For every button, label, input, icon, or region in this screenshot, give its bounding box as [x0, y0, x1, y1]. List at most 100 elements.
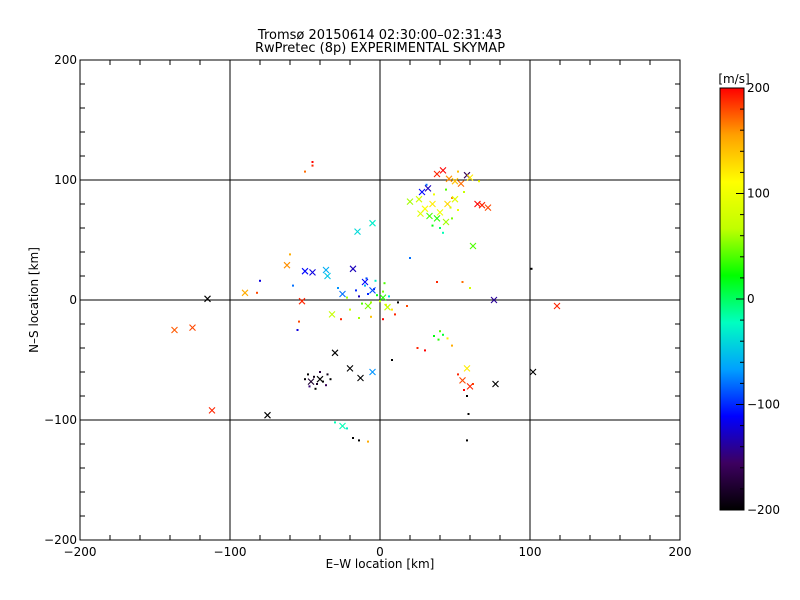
data-point-cross — [429, 200, 436, 208]
data-point-cross — [474, 200, 481, 208]
chart-title: Tromsø 20150614 02:30:00–02:31:43 — [257, 28, 503, 43]
grid-lines — [80, 60, 680, 540]
data-point-dot — [349, 308, 351, 311]
data-point-dot — [385, 303, 387, 306]
data-point-dot — [337, 287, 339, 289]
data-point-dot — [431, 224, 434, 227]
data-point-cross — [415, 195, 423, 203]
y-axis-label: N–S location [km] — [27, 247, 41, 353]
data-point-dot — [361, 302, 363, 305]
data-point-cross — [354, 228, 361, 235]
colorbar-tick-label: −100 — [747, 398, 780, 412]
data-point-dot — [296, 329, 299, 331]
data-point-cross — [444, 200, 451, 208]
data-point-cross — [529, 368, 537, 376]
data-point-dot — [370, 301, 372, 304]
data-point-dot — [437, 338, 440, 341]
data-point-dot — [382, 290, 384, 293]
x-tick-label: 100 — [519, 545, 542, 559]
data-point-dot — [292, 284, 294, 287]
y-tick-label: 100 — [54, 173, 77, 187]
data-point-cross — [459, 377, 466, 384]
data-point-dot — [457, 209, 459, 211]
data-point-cross — [339, 422, 346, 430]
data-point-dot — [439, 227, 441, 229]
data-point-dot — [304, 170, 306, 173]
data-point-cross — [445, 175, 453, 183]
data-point-cross — [492, 380, 499, 388]
data-point-dot — [457, 170, 459, 173]
data-point-dot — [436, 281, 438, 283]
data-point-dot — [406, 305, 408, 307]
data-point-cross — [369, 287, 376, 294]
data-point-cross — [463, 365, 471, 372]
data-point-cross — [466, 383, 474, 390]
data-point-dot — [391, 308, 393, 311]
data-point-dot — [463, 191, 465, 193]
data-point-dot — [445, 188, 447, 191]
data-point-dot — [379, 300, 381, 303]
data-point-cross — [339, 290, 346, 298]
data-point-cross — [301, 267, 309, 275]
y-tick-label: −200 — [44, 533, 77, 547]
data-point-cross — [208, 407, 216, 414]
data-point-dot — [311, 161, 314, 163]
colorbar-tick-label: −200 — [747, 503, 780, 517]
data-point-dot — [370, 315, 372, 318]
data-point-dot — [298, 320, 300, 323]
data-point-dot — [467, 413, 470, 415]
data-point-cross — [490, 296, 498, 304]
data-point-dot — [358, 295, 360, 298]
x-axis-label: E–W location [km] — [326, 557, 435, 571]
data-point-cross — [384, 303, 391, 311]
data-point-cross — [171, 326, 178, 334]
data-point-dot — [289, 253, 291, 256]
data-point-cross — [316, 375, 324, 383]
data-point-dot — [478, 180, 480, 183]
data-point-cross — [379, 294, 387, 301]
data-point-dot — [346, 296, 348, 299]
data-point-dot — [424, 349, 426, 352]
data-point-dot — [365, 277, 368, 280]
data-point-dot — [442, 333, 444, 336]
data-point-dot — [439, 330, 441, 333]
data-point-dot — [364, 284, 366, 287]
data-point-dot — [469, 287, 471, 289]
data-point-cross — [439, 167, 447, 174]
data-point-dot — [367, 440, 369, 443]
data-point-dot — [304, 378, 306, 381]
y-tick-label: 200 — [54, 53, 77, 67]
data-point-dot — [433, 193, 435, 196]
data-point-dot — [259, 279, 261, 282]
data-point-cross — [364, 302, 372, 310]
data-point-cross — [324, 272, 331, 280]
data-point-dot — [334, 421, 336, 424]
data-point-cross — [466, 174, 474, 181]
data-point-dot — [311, 164, 314, 167]
data-point-dot — [307, 373, 309, 376]
data-point-cross — [357, 374, 364, 382]
data-point-dot — [442, 231, 444, 234]
data-point-cross — [322, 266, 330, 274]
data-point-dot — [383, 282, 386, 285]
colorbar-tick-label: 0 — [747, 292, 755, 306]
data-point-dot — [391, 359, 393, 361]
data-point-dot — [346, 427, 348, 430]
data-point-dot — [433, 335, 435, 337]
data-point-cross — [328, 311, 336, 318]
data-point-dot — [325, 384, 327, 387]
data-point-cross — [433, 170, 441, 178]
data-point-cross — [424, 185, 432, 192]
data-point-cross — [553, 302, 561, 310]
data-point-dot — [329, 378, 332, 381]
axis-ticks: −200 −100 0 100 200 −200 −100 0 100 200 — [44, 53, 691, 559]
colorbar-tick-label: 100 — [747, 187, 770, 201]
data-point-cross — [451, 195, 459, 203]
data-point-dot — [451, 197, 453, 199]
data-point-dot — [397, 301, 399, 304]
data-point-cross — [349, 265, 357, 273]
data-point-dot — [451, 217, 453, 220]
data-point-dot — [316, 383, 318, 385]
data-point-cross — [457, 180, 465, 187]
